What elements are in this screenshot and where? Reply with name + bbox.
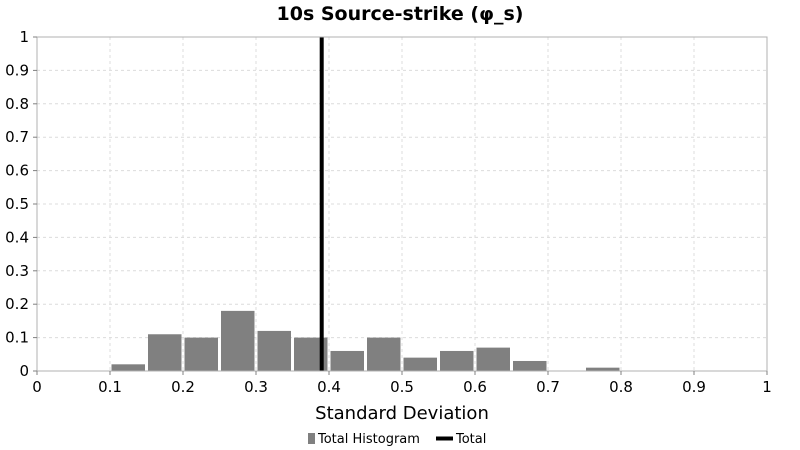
histogram-bar [586, 367, 620, 371]
histogram-bar [513, 360, 547, 371]
legend-label-total: Total [455, 432, 486, 447]
y-tick-label: 0.5 [5, 195, 29, 213]
histogram-bar [440, 350, 474, 371]
histogram-bar [476, 347, 510, 371]
histogram-bars [111, 310, 620, 371]
histogram-bar [367, 337, 401, 371]
y-tick-label: 1 [19, 28, 29, 46]
histogram-bar [111, 364, 145, 371]
y-tick-label: 0.8 [5, 95, 29, 113]
x-tick-label: 0.7 [536, 378, 560, 396]
y-tick-label: 0.7 [5, 128, 29, 146]
histogram-bar [221, 310, 255, 371]
y-tick-label: 0 [19, 362, 29, 380]
x-tick-label: 0.3 [244, 378, 268, 396]
x-tick-label: 0.8 [609, 378, 633, 396]
legend-swatch-histogram [308, 433, 315, 444]
histogram-bar [403, 357, 437, 371]
x-axis-label: Standard Deviation [315, 403, 489, 424]
y-tick-label: 0.2 [5, 295, 29, 313]
histogram-bar [330, 350, 364, 371]
y-tick-label: 0.3 [5, 262, 29, 280]
x-axis-ticks: 0 0.1 0.2 0.3 0.4 0.5 0.6 0.7 0.8 0.9 1 [32, 371, 772, 396]
x-tick-label: 0.5 [390, 378, 414, 396]
x-tick-label: 0.1 [98, 378, 122, 396]
x-tick-label: 1 [762, 378, 772, 396]
legend-label-histogram: Total Histogram [317, 432, 420, 447]
x-tick-label: 0.2 [171, 378, 195, 396]
y-tick-label: 0.4 [5, 228, 29, 246]
x-tick-label: 0 [32, 378, 42, 396]
y-tick-label: 0.6 [5, 162, 29, 180]
histogram-bar [148, 334, 182, 371]
x-tick-label: 0.9 [682, 378, 706, 396]
y-axis-ticks: 0 0.1 0.2 0.3 0.4 0.5 0.6 0.7 0.8 0.9 1 [5, 28, 37, 380]
y-tick-label: 0.9 [5, 61, 29, 79]
x-tick-label: 0.6 [463, 378, 487, 396]
grid [37, 37, 767, 371]
histogram-bar [184, 337, 218, 371]
legend: Total Histogram Total [308, 432, 486, 447]
x-tick-label: 0.4 [317, 378, 341, 396]
y-tick-label: 0.1 [5, 329, 29, 347]
chart-title: 10s Source-strike (φ_s) [277, 3, 524, 25]
histogram-bar [257, 330, 291, 371]
